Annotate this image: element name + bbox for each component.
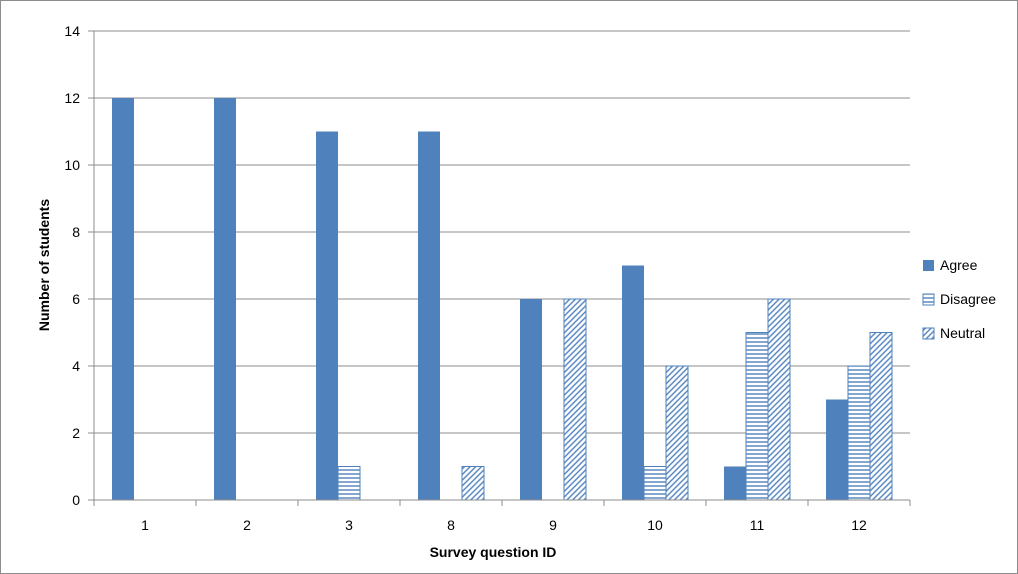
- x-tick-label: 3: [345, 517, 353, 533]
- y-tick-label: 2: [72, 425, 80, 441]
- x-tick-label: 2: [243, 517, 251, 533]
- bar-neutral-q11: [767, 298, 791, 501]
- x-tick-label: 10: [647, 517, 663, 533]
- bar-agree-q9: [520, 299, 542, 500]
- legend-swatch-agree: [923, 260, 934, 271]
- x-tick-label: 8: [447, 517, 455, 533]
- bar-neutral-q10: [665, 365, 689, 501]
- bar-agree-q10: [622, 265, 644, 500]
- legend-label-neutral: Neutral: [940, 325, 985, 341]
- x-tick-label: 1: [141, 517, 149, 533]
- legend-swatch-disagree: [922, 293, 935, 306]
- axes: [88, 30, 911, 506]
- y-tick-label: 12: [64, 90, 80, 106]
- bar-agree-q1: [112, 98, 134, 500]
- y-tick-label: 8: [72, 224, 80, 240]
- bar-agree-q8: [418, 131, 440, 500]
- y-tick-label: 0: [72, 492, 80, 508]
- bar-neutral-q12: [869, 332, 893, 501]
- y-tick-label: 14: [64, 23, 80, 39]
- legend-swatch-neutral: [922, 327, 935, 340]
- legend-label-disagree: Disagree: [940, 291, 996, 307]
- bar-agree-q12: [826, 399, 848, 500]
- y-tick-label: 10: [64, 157, 80, 173]
- y-axis-title: Number of students: [36, 199, 52, 331]
- y-tick-label: 4: [72, 358, 80, 374]
- x-tick-label: 11: [750, 517, 765, 533]
- bar-neutral-q8: [461, 466, 485, 501]
- bar-disagree-q3: [337, 466, 361, 501]
- bar-neutral-q9: [563, 298, 587, 501]
- bar-agree-q2: [214, 98, 236, 500]
- bar-disagree-q11: [745, 332, 769, 501]
- x-tick-label: 12: [851, 517, 867, 533]
- x-tick-label: 9: [549, 517, 557, 533]
- y-tick-label: 6: [72, 291, 80, 307]
- bar-disagree-q10: [643, 466, 667, 501]
- x-axis-title: Survey question ID: [430, 544, 557, 560]
- bar-agree-q11: [724, 466, 746, 500]
- bar-agree-q3: [316, 131, 338, 500]
- legend-label-agree: Agree: [940, 257, 978, 273]
- bar-disagree-q12: [847, 365, 871, 501]
- bars: [112, 98, 893, 501]
- legend: Agree Disagree Neutral: [922, 257, 996, 341]
